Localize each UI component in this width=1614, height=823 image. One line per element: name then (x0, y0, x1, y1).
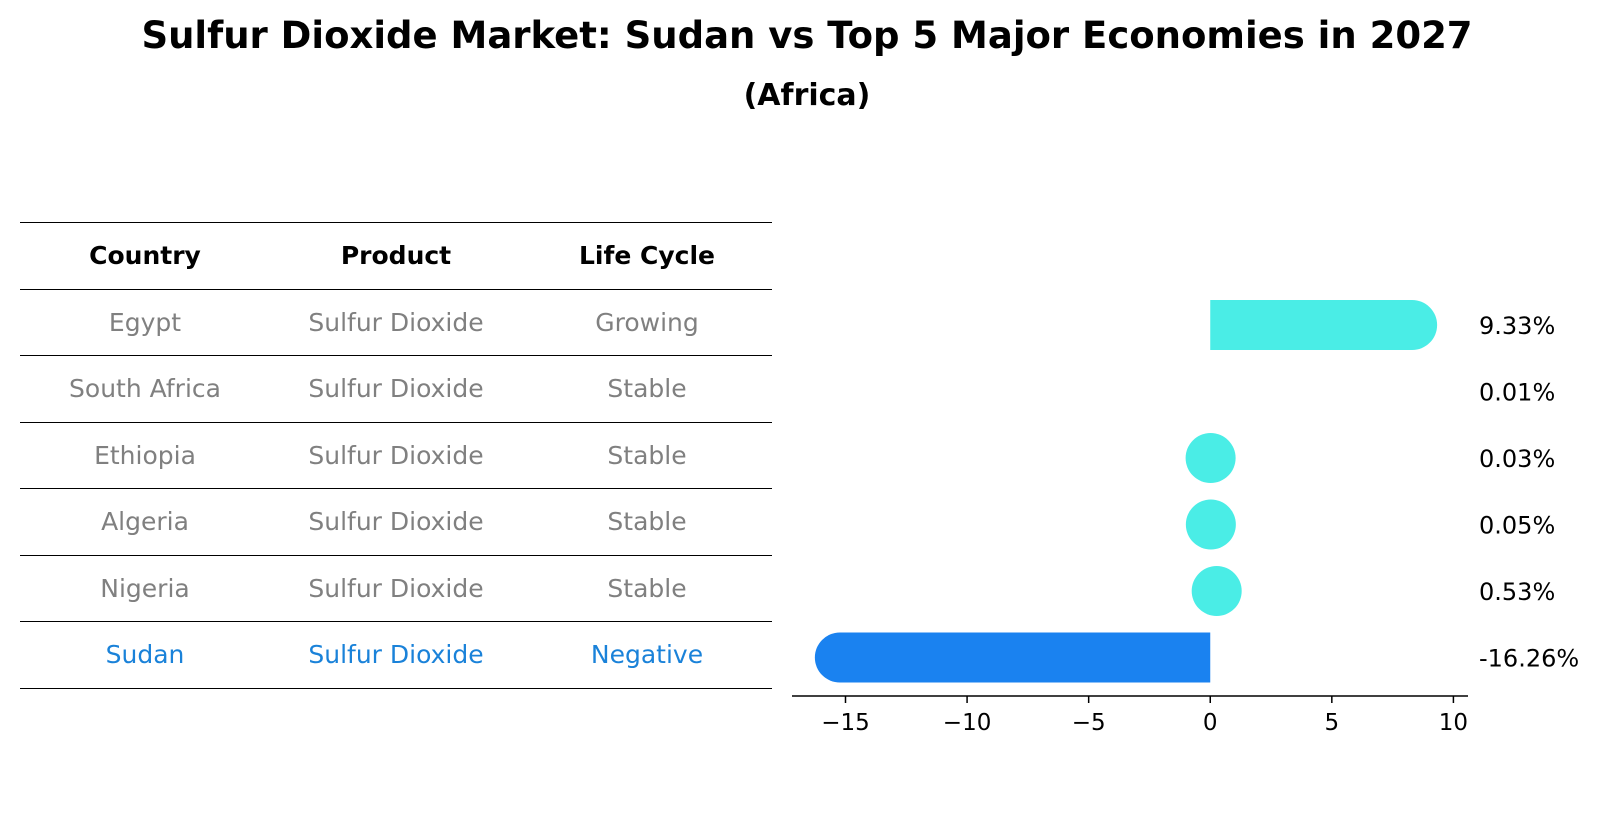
life-cycle-cell: Stable (607, 374, 687, 403)
table-row: Ethiopia Sulfur Dioxide Stable (20, 421, 772, 489)
country-cell: Nigeria (100, 573, 190, 603)
table-row: Egypt Sulfur Dioxide Growing (20, 288, 772, 356)
product-cell: Sulfur Dioxide (308, 573, 484, 603)
value-label: -16.26% (1479, 645, 1579, 673)
table-row: Algeria Sulfur Dioxide Stable (20, 488, 772, 555)
product-cell: Sulfur Dioxide (308, 374, 484, 403)
header-country: Country (89, 241, 201, 270)
product-cell: Sulfur Dioxide (308, 507, 484, 536)
x-tick-label: 5 (1325, 710, 1340, 736)
x-tick-label: −15 (821, 710, 870, 736)
header-product: Product (340, 241, 452, 270)
x-tick-label: −10 (943, 710, 992, 736)
table-row-highlighted: Sudan Sulfur Dioxide Negative (20, 621, 772, 689)
table-row: Nigeria Sulfur Dioxide Stable (20, 554, 772, 622)
product-cell: Sulfur Dioxide (308, 307, 484, 337)
life-cycle-cell: Stable (607, 573, 687, 603)
bar-nigeria (1191, 566, 1242, 616)
bar-ethiopia (1185, 433, 1236, 483)
chart-title: Sulfur Dioxide Market: Sudan vs Top 5 Ma… (141, 14, 1473, 57)
x-tick-label: −5 (1072, 710, 1106, 736)
life-cycle-cell: Growing (595, 307, 699, 337)
header-life-cycle: Life Cycle (578, 241, 716, 270)
x-tick-label: 10 (1439, 710, 1468, 736)
value-label: 0.05% (1479, 512, 1555, 540)
table-header-row: Country Product Life Cycle (20, 222, 772, 289)
value-label: 0.01% (1479, 379, 1555, 407)
bar-sudan (814, 632, 1211, 683)
life-cycle-cell: Stable (607, 440, 687, 470)
life-cycle-cell: Stable (607, 507, 687, 536)
x-tick-label: 0 (1203, 710, 1218, 736)
country-cell: Sudan (105, 640, 185, 669)
bar-egypt (1210, 300, 1438, 350)
data-table: Country Product Life Cycle Egypt Sulfur … (20, 222, 772, 689)
value-label: 0.03% (1479, 445, 1555, 473)
country-cell: South Africa (69, 374, 221, 403)
bar-algeria (1185, 499, 1236, 550)
value-label: 0.53% (1479, 578, 1555, 606)
country-cell: Algeria (101, 507, 189, 536)
life-cycle-cell: Negative (590, 640, 704, 669)
product-cell: Sulfur Dioxide (308, 440, 484, 470)
chart-subtitle: (Africa) (743, 78, 871, 113)
product-cell: Sulfur Dioxide (308, 640, 484, 669)
country-cell: Egypt (108, 307, 182, 337)
table-row: South Africa Sulfur Dioxide Stable (20, 355, 772, 422)
country-cell: Ethiopia (94, 440, 196, 470)
value-label: 9.33% (1479, 312, 1555, 340)
